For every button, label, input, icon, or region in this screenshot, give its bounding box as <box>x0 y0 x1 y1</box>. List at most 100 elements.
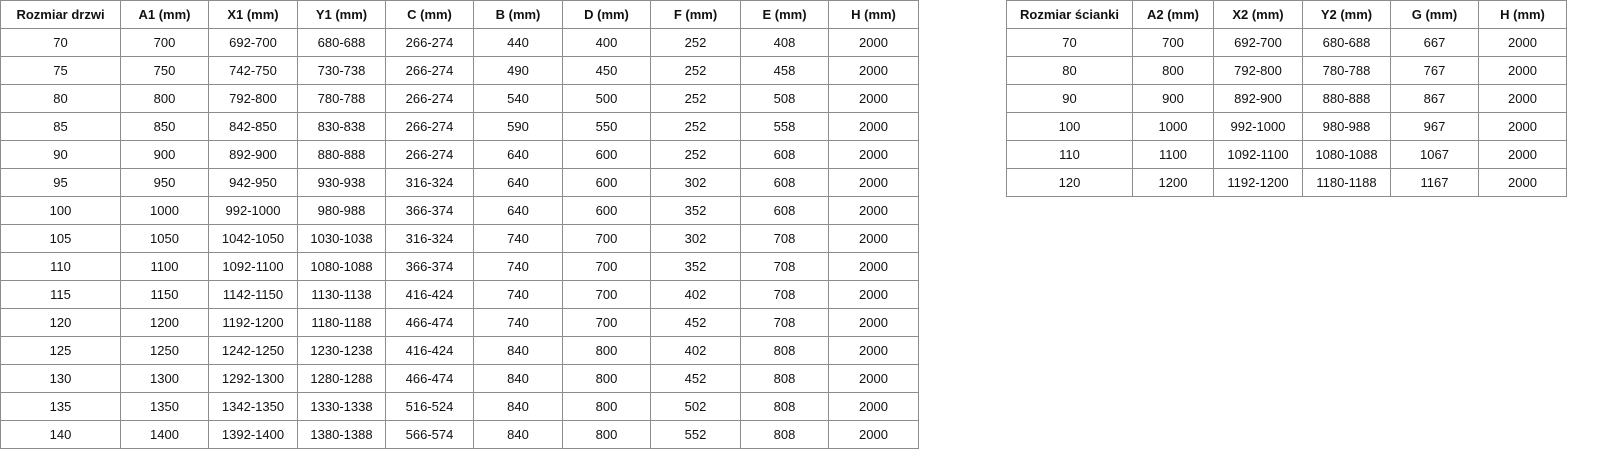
table-cell: 700 <box>562 224 651 253</box>
table-row: 90 900 892-900 880-888 266-274 640 600 252 608 20… <box>0 140 919 169</box>
table-cell: 930-938 <box>297 168 386 197</box>
table-cell: 692-700 <box>208 28 298 57</box>
table-cell: 75 <box>0 56 121 85</box>
column-header: H (mm) <box>1478 0 1567 29</box>
table-cell: 2000 <box>828 252 919 281</box>
table-cell: 1167 <box>1390 168 1479 197</box>
table-cell: 808 <box>740 420 829 449</box>
table-cell: 1392-1400 <box>208 420 298 449</box>
table-cell: 792-800 <box>208 84 298 113</box>
table-cell: 100 <box>1006 112 1133 141</box>
table-cell: 90 <box>1006 84 1133 113</box>
table-cell: 740 <box>473 224 563 253</box>
table-cell: 80 <box>1006 56 1133 85</box>
table-cell: 2000 <box>828 280 919 309</box>
table-cell: 880-888 <box>297 140 386 169</box>
table-cell: 1200 <box>120 308 209 337</box>
table-cell: 2000 <box>828 112 919 141</box>
table-cell: 708 <box>740 224 829 253</box>
table-cell: 516-524 <box>385 392 474 421</box>
table-cell: 800 <box>562 420 651 449</box>
table-cell: 1142-1150 <box>208 280 298 309</box>
table-cell: 708 <box>740 252 829 281</box>
table-cell: 135 <box>0 392 121 421</box>
table-row: 70 700 692-700 680-688 667 2000 <box>1006 28 1567 57</box>
column-header: C (mm) <box>385 0 474 29</box>
table-cell: 708 <box>740 280 829 309</box>
table-cell: 680-688 <box>1302 28 1391 57</box>
table-cell: 900 <box>120 140 209 169</box>
table-cell: 1000 <box>1132 112 1214 141</box>
table-cell: 566-574 <box>385 420 474 449</box>
table-cell: 840 <box>473 420 563 449</box>
table-cell: 1100 <box>1132 140 1214 169</box>
table-cell: 110 <box>1006 140 1133 169</box>
table-cell: 1192-1200 <box>208 308 298 337</box>
table-row: 75 750 742-750 730-738 266-274 490 450 252 458 20… <box>0 56 919 85</box>
column-header: A1 (mm) <box>120 0 209 29</box>
table-cell: 1242-1250 <box>208 336 298 365</box>
table-row: 125 1250 1242-1250 1230-1238 416-424 840 800 40… <box>0 336 919 365</box>
table-row: 100 1000 992-1000 980-988 366-374 640 600 352 60… <box>0 196 919 225</box>
table-cell: 130 <box>0 364 121 393</box>
table-cell: 2000 <box>828 84 919 113</box>
table-cell: 95 <box>0 168 121 197</box>
table-cell: 2000 <box>1478 84 1567 113</box>
table-cell: 740 <box>473 252 563 281</box>
table-cell: 402 <box>650 336 741 365</box>
table-cell: 416-424 <box>385 336 474 365</box>
table-cell: 808 <box>740 336 829 365</box>
table-cell: 316-324 <box>385 224 474 253</box>
table-row: 100 1000 992-1000 980-988 967 2000 <box>1006 112 1567 141</box>
table-cell: 458 <box>740 56 829 85</box>
table-cell: 1350 <box>120 392 209 421</box>
table-cell: 2000 <box>828 28 919 57</box>
table-cell: 840 <box>473 336 563 365</box>
table-cell: 252 <box>650 140 741 169</box>
table-cell: 2000 <box>1478 56 1567 85</box>
table-cell: 1000 <box>120 196 209 225</box>
column-header: X2 (mm) <box>1213 0 1303 29</box>
table-cell: 1330-1338 <box>297 392 386 421</box>
table-cell: 558 <box>740 112 829 141</box>
table-cell: 2000 <box>828 168 919 197</box>
table-cell: 452 <box>650 364 741 393</box>
table-cell: 640 <box>473 140 563 169</box>
table-cell: 980-988 <box>1302 112 1391 141</box>
table-cell: 1200 <box>1132 168 1214 197</box>
table-cell: 1380-1388 <box>297 420 386 449</box>
table-cell: 1080-1088 <box>297 252 386 281</box>
table-cell: 252 <box>650 56 741 85</box>
table-cell: 600 <box>562 168 651 197</box>
table-cell: 550 <box>562 112 651 141</box>
table-cell: 800 <box>562 392 651 421</box>
table-cell: 120 <box>1006 168 1133 197</box>
table-cell: 2000 <box>828 364 919 393</box>
table-cell: 500 <box>562 84 651 113</box>
table-row: 80 800 792-800 780-788 767 2000 <box>1006 56 1567 85</box>
table-cell: 1292-1300 <box>208 364 298 393</box>
table-row: 135 1350 1342-1350 1330-1338 516-524 840 800 50… <box>0 392 919 421</box>
table-cell: 466-474 <box>385 308 474 337</box>
table-cell: 830-838 <box>297 112 386 141</box>
table-cell: 950 <box>120 168 209 197</box>
table-cell: 90 <box>0 140 121 169</box>
table-cell: 608 <box>740 168 829 197</box>
table-cell: 892-900 <box>1213 84 1303 113</box>
table-cell: 780-788 <box>297 84 386 113</box>
table-cell: 992-1000 <box>208 196 298 225</box>
table-cell: 1030-1038 <box>297 224 386 253</box>
table-row: 95 950 942-950 930-938 316-324 640 600 302 608 20… <box>0 168 919 197</box>
table-row: 130 1300 1292-1300 1280-1288 466-474 840 800 45… <box>0 364 919 393</box>
table-cell: 1250 <box>120 336 209 365</box>
table-cell: 408 <box>740 28 829 57</box>
table-cell: 140 <box>0 420 121 449</box>
table-cell: 1300 <box>120 364 209 393</box>
table-cell: 800 <box>120 84 209 113</box>
column-header: X1 (mm) <box>208 0 298 29</box>
table-cell: 1100 <box>120 252 209 281</box>
table-cell: 800 <box>562 336 651 365</box>
table-cell: 1092-1100 <box>208 252 298 281</box>
table-cell: 266-274 <box>385 56 474 85</box>
table-cell: 680-688 <box>297 28 386 57</box>
